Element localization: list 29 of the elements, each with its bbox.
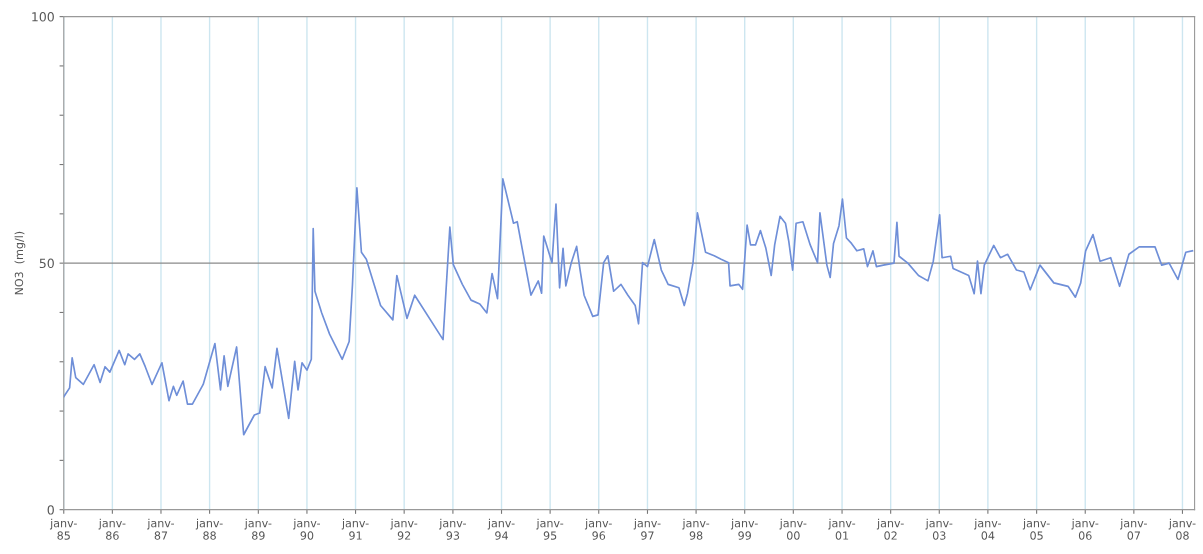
x-tick-label: janv- 89 — [244, 518, 272, 540]
x-tick-label: janv- 86 — [98, 518, 126, 540]
x-tick-label: janv- 03 — [925, 518, 953, 540]
x-tick-label: janv- 88 — [195, 518, 223, 540]
x-tick-label: janv- 91 — [341, 518, 369, 540]
x-tick-label: janv- 93 — [439, 518, 466, 540]
x-tick-label: janv- 85 — [49, 518, 77, 540]
x-tick-label: janv- 94 — [487, 518, 515, 540]
x-tick-label: janv- 00 — [779, 518, 807, 540]
x-tick-label: janv- 99 — [730, 518, 758, 540]
x-tick-label: janv- 02 — [876, 518, 904, 540]
y-tick-label: 100 — [32, 12, 54, 22]
x-tick-label: janv- 08 — [1168, 518, 1196, 540]
x-tick-label: janv- 05 — [1022, 518, 1050, 540]
y-tick-label: 50 — [39, 258, 54, 269]
y-axis-title: NO3 (mg/l) — [14, 231, 26, 295]
x-tick-label: janv- 97 — [633, 518, 661, 540]
x-tick-label: janv- 06 — [1071, 518, 1099, 540]
x-tick-label: janv- 95 — [536, 518, 564, 540]
x-tick-label: janv- 04 — [974, 518, 1001, 540]
x-tick-label: janv- 87 — [147, 518, 175, 540]
x-tick-label: janv- 07 — [1120, 518, 1147, 540]
x-tick-label: janv- 98 — [682, 518, 710, 540]
y-tick-label: 0 — [47, 505, 54, 515]
x-tick-label: janv- 92 — [390, 518, 418, 540]
x-tick-label: janv- 96 — [584, 518, 612, 540]
x-tick-label: janv- 01 — [828, 518, 856, 540]
x-tick-label: janv- 90 — [293, 518, 321, 540]
line-series — [63, 178, 1194, 436]
